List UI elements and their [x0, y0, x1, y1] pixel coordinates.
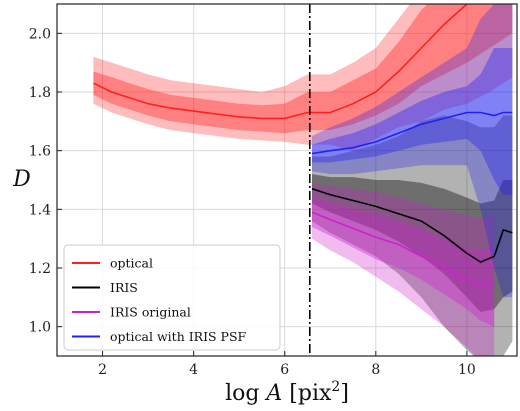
y-tick-label: 1.0: [29, 320, 51, 336]
y-axis-label: D: [12, 167, 31, 192]
optical-inner-band: [93, 4, 513, 134]
iris-original-line: [311, 211, 495, 287]
iris-line: [311, 188, 513, 264]
optical-with-iris-psf-inner-band: [312, 48, 513, 195]
iris-outer-band: [312, 115, 513, 356]
iris-original-outer-band: [312, 182, 495, 356]
axis-ticks: 2 4 6 8 10 1.0 1.2 1.4 1.6 1.8 2.0: [29, 26, 476, 378]
confidence-bands: [93, 4, 513, 356]
x-tick-label: 6: [280, 362, 289, 378]
x-tick-label: 2: [98, 362, 107, 378]
legend-label-iris: IRIS: [110, 280, 138, 295]
y-tick-label: 2.0: [29, 26, 51, 42]
x-axis-label: log A [pix2]: [225, 379, 349, 406]
optical-line: [93, 4, 469, 120]
legend: optical IRIS IRIS original optical with IRI…: [63, 244, 281, 351]
legend-label-optical: optical: [110, 256, 153, 271]
legend-label-iris-original: IRIS original: [110, 305, 191, 320]
plot-frame: [56, 3, 518, 357]
optical-with-iris-psf-line: [311, 111, 513, 155]
optical-with-iris-psf-outer-band: [312, 4, 513, 298]
series-lines: [93, 4, 513, 287]
x-tick-label: 8: [371, 362, 380, 378]
optical-outer-band: [93, 4, 513, 151]
x-tick-label: 4: [189, 362, 198, 378]
y-tick-label: 1.4: [29, 202, 51, 218]
legend-box: [63, 244, 281, 351]
legend-label-optical-with-iris-psf: optical with IRIS PSF: [110, 329, 247, 344]
grid: [57, 4, 517, 356]
y-tick-label: 1.8: [29, 85, 51, 101]
y-tick-label: 1.6: [29, 144, 51, 160]
x-tick-label: 10: [458, 362, 476, 378]
y-tick-label: 1.2: [29, 261, 51, 277]
